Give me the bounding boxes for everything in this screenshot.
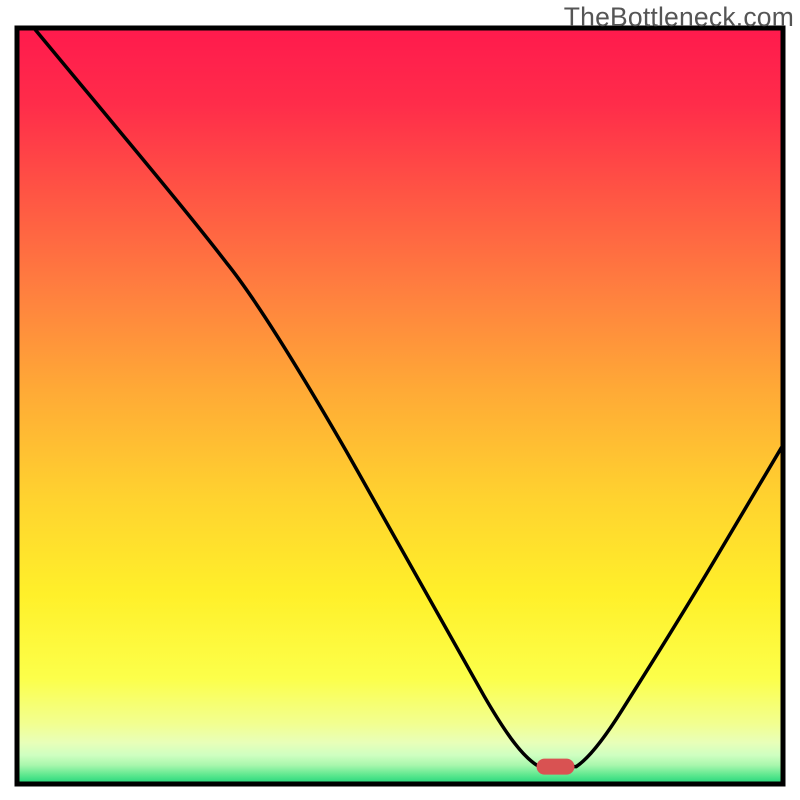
optimal-marker [536,759,574,775]
watermark-text: TheBottleneck.com [564,2,794,33]
chart-root: TheBottleneck.com [0,0,800,800]
gradient-background [17,28,783,784]
bottleneck-chart [0,0,800,800]
